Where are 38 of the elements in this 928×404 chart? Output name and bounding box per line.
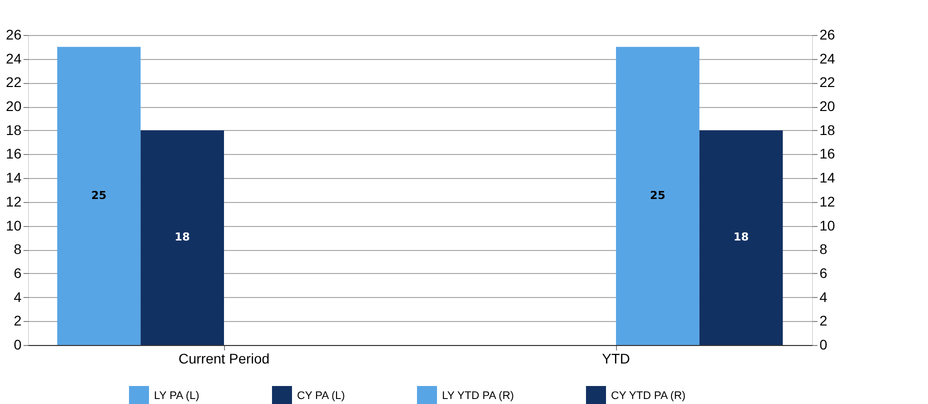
y2-tick-label: 4 [820,288,828,305]
y2-tick-label: 16 [820,146,836,162]
y2-tick-label: 6 [820,264,828,281]
y-tick-label: 14 [6,170,22,186]
y-tick-label: 20 [6,98,22,114]
y-tick-label: 26 [6,26,22,42]
y-tick-label: 16 [6,146,22,162]
y-tick-label: 0 [14,336,22,352]
y-tick-label: 18 [6,122,22,138]
y-tick-label: 2 [14,312,22,329]
data-label: 25 [650,188,666,202]
y2-tick-label: 10 [820,217,836,234]
y2-tick-label: 8 [820,241,828,258]
y-tick-label: 10 [6,217,22,234]
y2-tick-label: 12 [820,193,836,210]
data-label: 25 [91,188,107,202]
data-label: 18 [174,230,190,244]
legend-label: CY YTD PA (R) [611,390,686,402]
y-tick-label: 8 [14,241,22,258]
y2-tick-label: 22 [820,74,836,90]
y2-tick-label: 14 [820,170,836,186]
y-tick-label: 6 [14,264,22,281]
x-tick-label: Current Period [178,350,270,366]
y2-tick-label: 20 [820,98,836,114]
legend-label: CY PA (L) [297,390,345,402]
legend-label: LY YTD PA (R) [442,390,514,402]
y2-tick-label: 2 [820,312,828,329]
y2-tick-label: 0 [820,336,828,352]
legend-label: LY PA (L) [154,390,200,402]
y2-tick-label: 24 [820,50,836,66]
y2-tick-label: 26 [820,26,836,42]
x-tick-label: YTD [602,350,630,366]
y2-tick-label: 18 [820,122,836,138]
data-label: 18 [733,230,749,244]
y-tick-label: 22 [6,74,22,90]
y-tick-label: 4 [14,288,22,305]
y-tick-label: 12 [6,193,22,210]
y-tick-label: 24 [6,50,22,66]
